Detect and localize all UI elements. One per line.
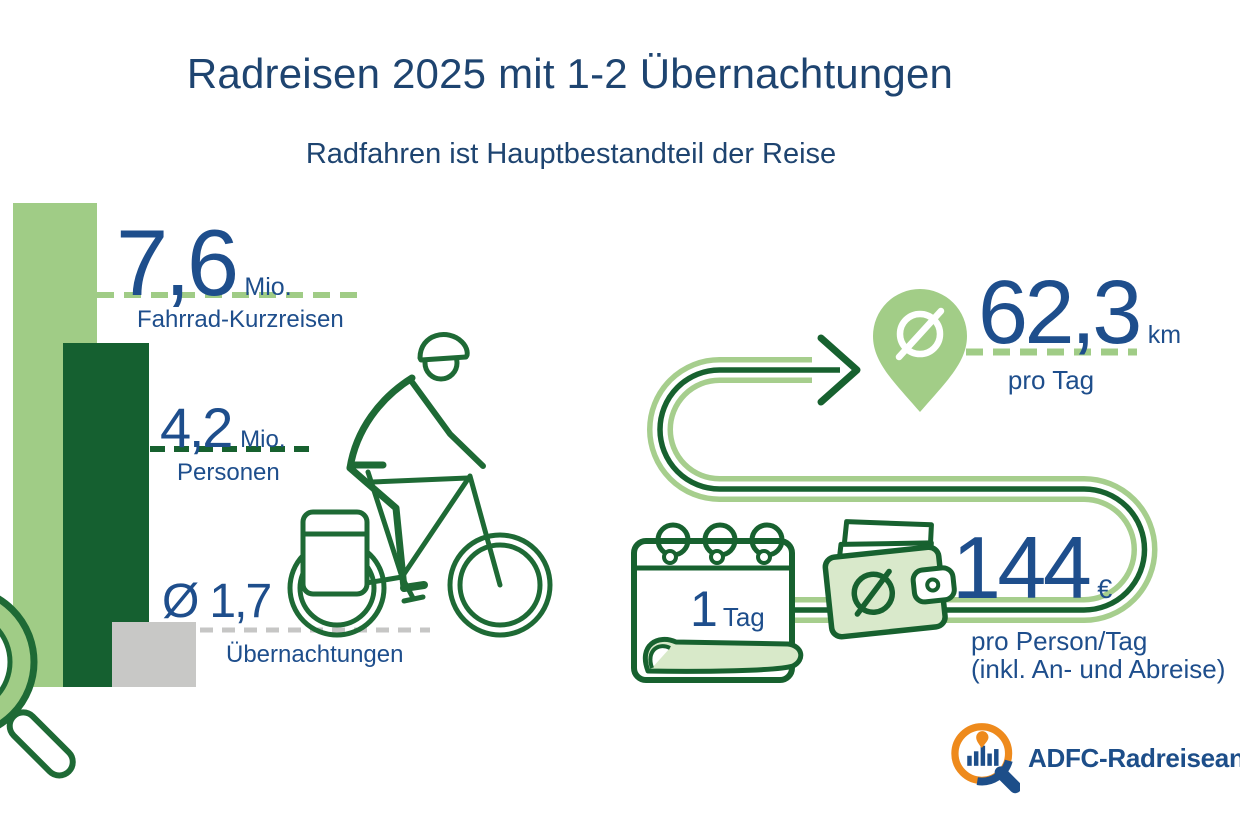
stat-personen-label: Personen [177,459,280,486]
stat-personen-value: 4,2 [160,396,233,459]
route-path [646,334,1158,623]
stat-kosten-value: 144 [952,518,1092,617]
stat-tagesdistanz-value: 62,3 [978,263,1142,363]
stat-reisedauer-value: 1 [690,581,718,637]
stat-kosten-unit: € [1097,574,1113,604]
stat-tagesdistanz: 62,3 km [978,268,1181,358]
stat-uebernachtungen-prefix: Ø [162,575,200,628]
stat-kurzreisen-label: Fahrrad-Kurzreisen [137,306,344,333]
map-pin-icon [873,289,967,412]
page-title: Radreisen 2025 mit 1-2 Übernachtungen [186,50,954,97]
stat-kosten: 144 € [952,524,1112,612]
stat-kurzreisen: 7,6 Mio. [116,216,292,310]
logo-map-pin-icon [976,731,989,748]
stat-uebernachtungen: Ø 1,7 [162,575,272,628]
logo-bar-chart [967,745,999,766]
stat-uebernachtungen-label: Übernachtungen [226,641,404,668]
stat-personen: 4,2 Mio. [160,400,285,456]
logo-label: ADFC-Radreiseanalyse [1028,742,1240,773]
stat-tagesdistanz-label: pro Tag [1007,365,1095,395]
page-subtitle: Radfahren ist Hauptbestandteil der Reise [305,138,837,170]
bar-uebernachtungen [112,622,196,687]
average-diameter-icon-wallet [851,568,896,617]
stat-kurzreisen-value: 7,6 [116,210,239,315]
route-arrow-icon [817,334,861,406]
stat-tagesdistanz-unit: km [1147,321,1182,349]
magnifier-corner-icon [0,595,76,779]
wallet-icon [822,519,957,640]
calendar-icon [631,522,804,683]
calendar-page-curl [642,636,804,674]
stat-kurzreisen-unit: Mio. [244,273,292,301]
stat-reisedauer: 1 Tag [690,584,765,634]
cyclist-illustration [287,332,553,638]
stat-uebernachtungen-value: 1,7 [209,575,272,628]
stat-reisedauer-unit: Tag [722,602,765,632]
stat-kosten-label: pro Person/Tag [971,626,1148,656]
stat-kosten-sublabel: (inkl. An- und Abreise) [971,654,1226,684]
logo-magnifier-handle [994,766,1020,794]
average-diameter-icon [895,307,945,361]
adfc-logo-icon [951,723,1020,794]
adfc-logo: ADFC-Radreiseanalyse [948,720,1240,796]
stat-personen-unit: Mio. [240,426,286,453]
